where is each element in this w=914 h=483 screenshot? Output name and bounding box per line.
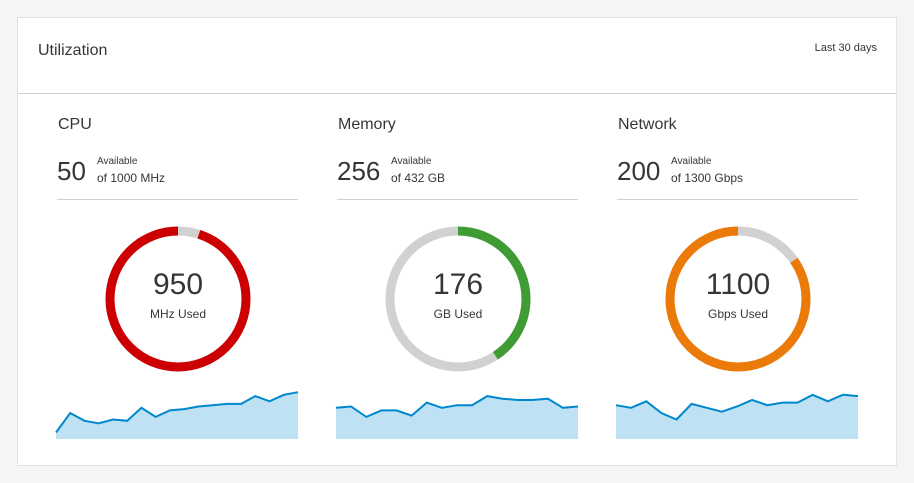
card-header: Utilization Last 30 days: [18, 18, 896, 94]
donut-chart: [665, 226, 811, 372]
sparkline-area: [336, 396, 578, 439]
used-value: 1100: [705, 268, 771, 301]
donut-chart: [105, 226, 251, 372]
available-label: Available: [671, 156, 712, 167]
panel-title: CPU: [58, 116, 92, 133]
used-label: MHz Used: [149, 307, 206, 321]
divider: [617, 199, 858, 200]
sparkline-line: [335, 395, 579, 419]
available-label: Available: [391, 156, 432, 167]
panel-title: Memory: [338, 116, 396, 133]
available-value: 256: [337, 156, 381, 186]
used-label: Gbps Used: [707, 307, 769, 321]
memory-panel: Memory 256 Available of 432 GB 176 GB Us…: [335, 94, 579, 466]
panel-title: Network: [618, 116, 677, 133]
available-total: of 1300 Gbps: [671, 171, 744, 185]
sparkline-line: [615, 393, 859, 421]
donut-used-arc: [665, 226, 811, 372]
available-total: of 432 GB: [391, 171, 446, 185]
sparkline-area: [616, 394, 858, 439]
available-label: Available: [97, 156, 138, 167]
donut-used-arc: [105, 226, 251, 372]
divider: [57, 199, 298, 200]
sparkline-chart: [55, 391, 299, 439]
donut-used-arc: [385, 226, 531, 372]
available-value: 50: [57, 156, 86, 186]
used-label: GB Used: [433, 307, 483, 321]
used-value: 176: [432, 268, 484, 301]
network-panel: Network 200 Available of 1300 Gbps 1100 …: [615, 94, 859, 466]
utilization-card: Utilization Last 30 days CPU 50 Availabl…: [17, 17, 897, 466]
available-total: of 1000 MHz: [97, 171, 166, 185]
used-value: 950: [152, 268, 204, 301]
sparkline-line: [55, 391, 299, 434]
time-range-label: Last 30 days: [814, 42, 877, 54]
sparkline-chart: [615, 393, 859, 439]
donut-chart: [385, 226, 531, 372]
sparkline-chart: [335, 395, 579, 439]
available-value: 200: [617, 156, 661, 186]
divider: [337, 199, 578, 200]
card-title: Utilization: [38, 42, 108, 59]
cpu-panel: CPU 50 Available of 1000 MHz 950 MHz Use…: [55, 94, 299, 466]
